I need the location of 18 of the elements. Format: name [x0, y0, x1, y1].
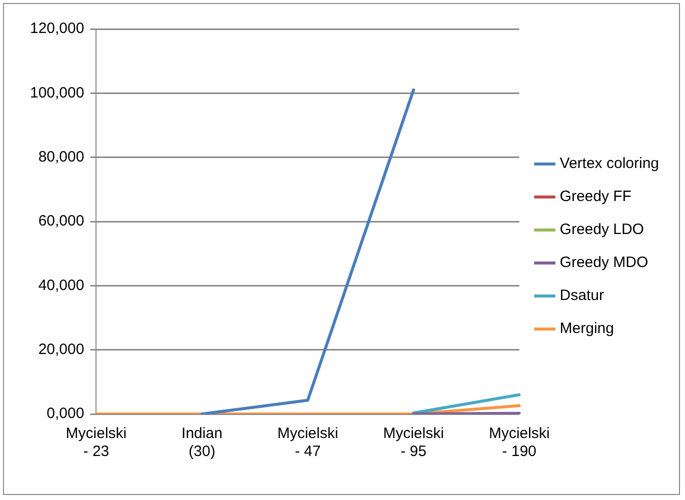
y-tick-label: 120,000	[30, 20, 84, 38]
legend-label: Merging	[560, 320, 614, 338]
y-tick-label: 60,000	[38, 212, 84, 230]
legend-label: Vertex coloring	[560, 155, 660, 172]
y-tick-label: 80,000	[38, 148, 84, 166]
x-tick-label: Indian (30)	[182, 425, 222, 460]
y-tick-label: 100,000	[30, 84, 84, 102]
x-tick-label: Mycielski - 95	[383, 425, 444, 460]
legend-label: Dsatur	[560, 287, 604, 304]
x-tick-label: Mycielski - 190	[488, 425, 550, 460]
legend-label: Greedy MDO	[560, 254, 648, 272]
legend-label: Greedy LDO	[560, 221, 644, 238]
legend-label: Greedy FF	[560, 188, 632, 206]
y-tick-label: 20,000	[38, 340, 84, 358]
x-tick-label: Mycielski - 23	[66, 425, 127, 460]
y-tick-label: 0,000	[46, 405, 84, 422]
y-tick-label: 40,000	[38, 276, 84, 294]
x-tick-label: Mycielski - 47	[277, 425, 338, 460]
